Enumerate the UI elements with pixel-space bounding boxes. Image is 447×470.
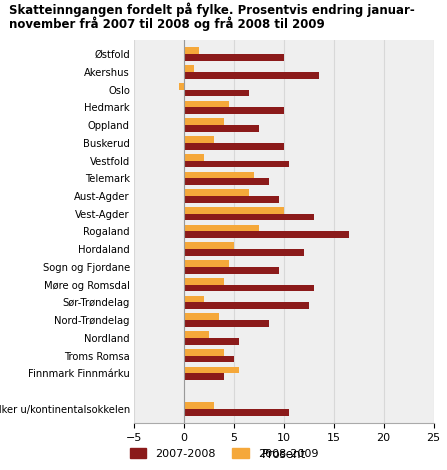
Bar [184,367,239,373]
Bar [184,90,249,96]
Bar [184,54,284,61]
Bar [184,267,279,274]
Bar [184,118,224,125]
Bar [184,409,289,415]
Bar [184,356,234,362]
Bar [184,231,349,238]
Bar [184,161,289,167]
Bar [184,313,219,320]
Bar [184,349,224,356]
Bar [184,72,319,78]
Bar [184,243,234,249]
Bar [184,296,204,302]
Bar [184,65,194,72]
Bar [184,214,314,220]
Text: Skatteinngangen fordelt på fylke. Prosentvis endring januar-: Skatteinngangen fordelt på fylke. Prosen… [9,2,415,17]
Bar [184,172,254,178]
Bar [184,143,284,149]
Bar [184,320,269,327]
Bar [184,178,269,185]
Bar [184,136,214,143]
Bar [184,125,259,132]
Bar [184,302,309,309]
Bar [184,107,284,114]
Bar [184,225,259,232]
Text: november frå 2007 til 2008 og frå 2008 til 2009: november frå 2007 til 2008 og frå 2008 t… [9,16,325,31]
Bar [184,189,249,196]
Bar [184,402,214,409]
Bar [184,207,284,214]
Bar [184,154,204,161]
Bar [184,285,314,291]
Bar [184,196,279,203]
X-axis label: Prosent: Prosent [262,448,306,461]
Bar [184,249,304,256]
Bar [184,47,199,54]
Bar [184,338,239,345]
Bar [184,331,209,338]
Bar [184,101,229,107]
Bar [184,278,224,285]
Legend: 2007-2008, 2008-2009: 2007-2008, 2008-2009 [125,444,323,463]
Bar [184,260,229,267]
Bar [179,83,184,90]
Bar [184,373,224,380]
